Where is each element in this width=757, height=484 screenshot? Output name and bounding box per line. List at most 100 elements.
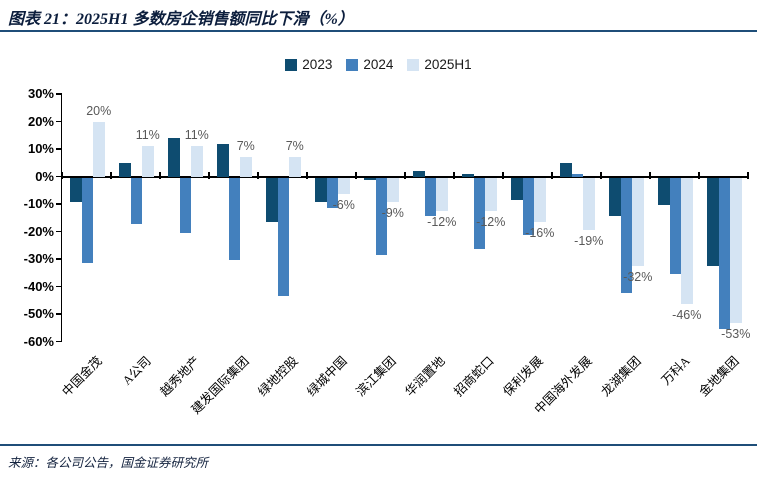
bar-2023-万科A	[658, 177, 670, 205]
bar-2024-绿地控股	[277, 177, 289, 296]
x-axis-category-label: 滨江集团	[353, 353, 400, 400]
bar-value-label: -19%	[574, 233, 604, 248]
y-axis-line	[60, 94, 62, 342]
x-axis-category-label: 绿地控股	[255, 353, 302, 400]
legend-swatch-icon	[285, 58, 298, 71]
x-axis-category-label: A公司	[120, 353, 155, 388]
y-axis-tick-mark	[56, 148, 62, 150]
bar-2023-绿地控股	[266, 177, 278, 222]
bar-value-label: -12%	[476, 214, 506, 229]
bar-value-label: -9%	[381, 206, 404, 221]
y-axis-tick-label: -40%	[23, 278, 54, 294]
bar-2025H1-华润置地	[436, 177, 448, 211]
bar-2024-招商蛇口	[473, 177, 485, 249]
legend-item-2025H1: 2025H1	[407, 57, 472, 72]
bar-2025H1-龙湖集团	[632, 177, 644, 266]
y-axis-tick-label: 0%	[35, 168, 54, 184]
bar-value-label: -16%	[525, 225, 555, 240]
y-axis-tick-mark	[56, 285, 62, 288]
y-axis-tick-label: 20%	[27, 113, 54, 129]
x-axis-tick-mark	[355, 172, 357, 179]
y-axis-tick-mark	[56, 230, 62, 233]
bar-value-label: -12%	[427, 214, 457, 229]
x-axis-tick-mark	[747, 172, 749, 179]
bar-2023-绿城中国	[315, 177, 327, 203]
x-axis-tick-mark	[453, 172, 455, 179]
x-axis-tick-mark	[551, 172, 553, 179]
bar-2024-金地集团	[718, 177, 730, 329]
y-axis-tick-label: -30%	[23, 251, 54, 266]
bar-value-label: 11%	[184, 128, 209, 143]
bar-2025H1-中国海外发展	[583, 177, 595, 230]
bar-2025H1-A公司	[142, 146, 154, 177]
x-axis-category-label: 中国金茂	[59, 353, 106, 400]
x-axis-category-label: 金地集团	[696, 353, 743, 400]
x-axis-tick-mark	[502, 172, 504, 179]
bar-value-label: -53%	[721, 327, 751, 342]
legend-swatch-icon	[346, 58, 359, 71]
bar-2023-龙湖集团	[609, 177, 621, 216]
y-axis-tick-mark	[56, 340, 62, 343]
y-axis-tick-label: -60%	[23, 333, 54, 349]
x-axis-tick-mark	[159, 172, 161, 179]
title-divider	[0, 30, 757, 32]
y-axis-tick-label: -50%	[23, 306, 54, 321]
bar-2025H1-保利发展	[534, 177, 546, 222]
bar-2024-万科A	[669, 177, 681, 274]
bar-2023-中国海外发展	[560, 162, 572, 177]
bar-value-label: -32%	[623, 269, 653, 284]
y-axis-tick-label: -20%	[23, 223, 54, 239]
bar-2025H1-中国金茂	[93, 121, 105, 177]
bar-value-label: 7%	[236, 139, 255, 154]
x-axis-category-label: 万科A	[659, 353, 694, 388]
x-axis-tick-mark	[257, 172, 259, 179]
chart-legend: 2023 2024 2025H1	[0, 57, 757, 72]
y-axis-tick-mark	[56, 203, 62, 205]
x-axis-tick-mark	[404, 172, 406, 179]
bar-value-label: -46%	[672, 308, 702, 322]
legend-label: 2024	[363, 57, 394, 72]
x-axis-category-label: 绿城中国	[304, 353, 351, 400]
bar-2025H1-越秀地产	[191, 146, 203, 177]
bar-2025H1-建发国际集团	[240, 157, 252, 177]
bar-2025H1-招商蛇口	[485, 177, 497, 211]
bar-2023-A公司	[119, 162, 131, 177]
bar-2025H1-绿地控股	[289, 157, 301, 177]
y-axis-tick-mark	[56, 93, 62, 95]
bar-value-label: 20%	[86, 103, 112, 118]
legend-item-2024: 2024	[346, 57, 393, 72]
bar-2024-龙湖集团	[620, 177, 632, 293]
bar-2025H1-万科A	[681, 177, 693, 304]
bar-2023-招商蛇口	[462, 173, 474, 177]
bar-2024-保利发展	[522, 177, 534, 236]
y-axis-tick-mark	[56, 258, 62, 260]
y-axis-tick-mark	[56, 313, 62, 315]
bar-2024-越秀地产	[179, 177, 191, 233]
legend-label: 2025H1	[424, 57, 472, 72]
legend-item-2023: 2023	[285, 57, 332, 72]
bar-2024-滨江集团	[375, 177, 387, 255]
bar-value-label: 7%	[285, 139, 304, 154]
bar-2025H1-滨江集团	[387, 177, 399, 203]
bar-2023-金地集团	[707, 177, 719, 266]
bar-2024-华润置地	[424, 177, 436, 216]
source-note: 来源：各公司公告，国金证券研究所	[8, 456, 209, 470]
bar-2023-滨江集团	[364, 177, 376, 181]
chart-title: 图表 21：2025H1 多数房企销售额同比下滑（%）	[8, 11, 354, 28]
x-axis-tick-mark	[698, 172, 700, 179]
bar-2024-建发国际集团	[228, 177, 240, 260]
x-axis-tick-mark	[208, 172, 210, 179]
x-axis-tick-mark	[649, 172, 651, 179]
bar-value-label: -6%	[332, 198, 355, 212]
bar-2024-中国海外发展	[571, 173, 583, 177]
bar-2023-华润置地	[413, 171, 425, 177]
y-axis-tick-label: -10%	[23, 196, 54, 211]
y-axis-tick-mark	[56, 175, 62, 178]
bar-2023-中国金茂	[70, 177, 82, 203]
bar-2023-越秀地产	[168, 138, 180, 177]
bar-2023-保利发展	[511, 177, 523, 200]
y-axis-tick-mark	[56, 120, 62, 123]
x-axis-tick-mark	[600, 172, 602, 179]
